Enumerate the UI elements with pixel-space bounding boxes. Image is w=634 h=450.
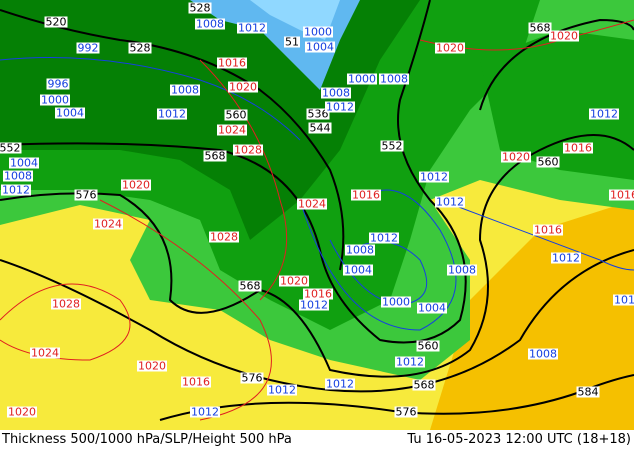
height-contour-label: 584 xyxy=(576,385,600,399)
isobar-label-low: 1004 xyxy=(417,301,447,315)
isobar-label-high: 1024 xyxy=(93,217,123,231)
isobar-label-low: 1008 xyxy=(528,347,558,361)
height-contour-label: 576 xyxy=(74,188,98,202)
height-contour-label: 520 xyxy=(44,15,68,29)
isobar-label-high: 1020 xyxy=(228,80,258,94)
isobar-label-high: 1028 xyxy=(51,297,81,311)
isobar-label-low: 1008 xyxy=(321,86,351,100)
isobar-label-high: 1020 xyxy=(435,41,465,55)
height-contour-label: 576 xyxy=(240,371,264,385)
weather-map: 520 528 528 536 544 552 552 560 568 568 576 568 560 5… xyxy=(0,0,634,430)
isobar-label-low: 1008 xyxy=(170,83,200,97)
isobar-label-high: 1016 xyxy=(217,56,247,70)
isobar-label-low: 1000 xyxy=(40,93,70,107)
isobar-label-high: 1028 xyxy=(209,230,239,244)
height-contour-label: 552 xyxy=(0,141,22,155)
isobar-label-high: 1028 xyxy=(233,143,263,157)
warm-airmass-orange xyxy=(430,200,634,430)
isobar-label-high: 1016 xyxy=(563,141,593,155)
isobar-label-low: 1012 xyxy=(190,405,220,419)
isobar-label-high: 1016 xyxy=(351,188,381,202)
map-fill-layer xyxy=(0,0,634,430)
height-contour-label: 560 xyxy=(536,155,560,169)
isobar-label-low: 1004 xyxy=(343,263,373,277)
isobar-label-high: 1020 xyxy=(7,405,37,419)
height-contour-label: 536 xyxy=(306,107,330,121)
isobar-label-low: 1012 xyxy=(589,107,619,121)
isobar-label-low: 1012 xyxy=(325,377,355,391)
height-contour-label: 528 xyxy=(128,41,152,55)
height-contour-label: 568 xyxy=(528,21,552,35)
isobar-label-high: 1020 xyxy=(501,150,531,164)
isobar-label-low: 1016 xyxy=(613,294,634,306)
isobar-label-low: 1012 xyxy=(237,21,267,35)
height-contour-label: 560 xyxy=(416,339,440,353)
map-caption: Thickness 500/1000 hPa/SLP/Height 500 hP… xyxy=(0,430,634,450)
isobar-label-low: 1012 xyxy=(419,170,449,184)
height-contour-label: 568 xyxy=(238,279,262,293)
height-contour-label: 528 xyxy=(188,1,212,15)
isobar-label-low: 1008 xyxy=(379,72,409,86)
isobar-label-high: 1024 xyxy=(217,123,247,137)
height-contour-label: 560 xyxy=(224,108,248,122)
green-airmass-right xyxy=(480,30,634,180)
isobar-label-low: 1008 xyxy=(345,243,375,257)
isobar-label-low: 992 xyxy=(76,41,100,55)
height-contour-label: 576 xyxy=(394,405,418,419)
isobar-label-low: 1012 xyxy=(395,355,425,369)
isobar-label-low: 1012 xyxy=(1,183,31,197)
isobar-label-low: 1000 xyxy=(303,25,333,39)
product-title: Thickness 500/1000 hPa/SLP/Height 500 hP… xyxy=(2,432,292,447)
isobar-label-high: 1016 xyxy=(533,223,563,237)
isobar-label-high: 1024 xyxy=(297,197,327,211)
isobar-label-low: 1004 xyxy=(305,40,335,54)
isobar-label-low: 1012 xyxy=(267,383,297,397)
isobar-label-high: 1020 xyxy=(279,274,309,288)
isobar-label-high: 1020 xyxy=(549,29,579,43)
isobar-label-high: 1024 xyxy=(30,346,60,360)
isobar-label-high: 1016 xyxy=(181,375,211,389)
isobar-label-low: 1012 xyxy=(299,298,329,312)
isobar-label-high: 1016 xyxy=(609,189,634,201)
isobar-label-low: 1012 xyxy=(325,100,355,114)
isobar-label-low: 1008 xyxy=(3,169,33,183)
isobar-label-low: 1012 xyxy=(369,231,399,245)
isobar-label-low: 1004 xyxy=(55,106,85,120)
height-contour-label: 568 xyxy=(412,378,436,392)
isobar-label-low: 1012 xyxy=(435,195,465,209)
valid-datetime: Tu 16-05-2023 12:00 UTC (18+18) xyxy=(407,432,631,447)
height-contour-label: 552 xyxy=(380,139,404,153)
height-contour-label: 51 xyxy=(284,35,300,49)
isobar-label-low: 1008 xyxy=(447,263,477,277)
isobar-label-low: 1000 xyxy=(347,72,377,86)
isobar-label-low: 1012 xyxy=(551,251,581,265)
isobar-label-low: 1012 xyxy=(157,107,187,121)
isobar-label-low: 1000 xyxy=(381,295,411,309)
height-contour-label: 544 xyxy=(308,121,332,135)
height-contour-label: 568 xyxy=(203,149,227,163)
isobars xyxy=(0,19,634,421)
isobar-label-low: 1008 xyxy=(195,17,225,31)
isobar-label-low: 996 xyxy=(46,77,70,91)
isobar-label-high: 1020 xyxy=(121,178,151,192)
isobar-label-high: 1016 xyxy=(303,287,333,301)
isobar-label-low: 1004 xyxy=(9,156,39,170)
isobar-label-high: 1020 xyxy=(137,359,167,373)
